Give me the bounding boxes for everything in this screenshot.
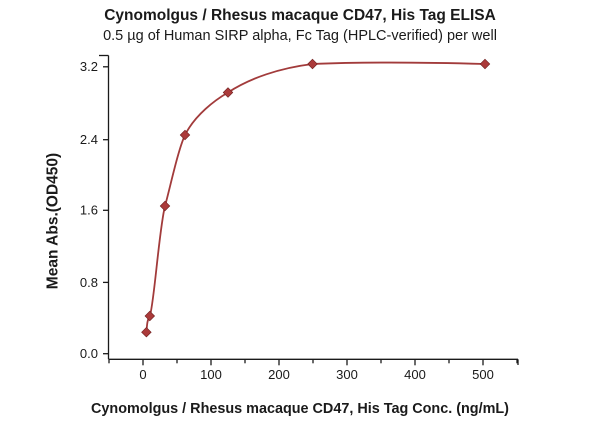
svg-text:0.8: 0.8 (80, 275, 98, 290)
svg-text:400: 400 (404, 367, 426, 382)
svg-text:1.6: 1.6 (80, 203, 98, 218)
svg-text:100: 100 (200, 367, 222, 382)
svg-text:200: 200 (268, 367, 290, 382)
svg-text:0: 0 (139, 367, 146, 382)
svg-text:0.0: 0.0 (80, 346, 98, 361)
svg-text:2.4: 2.4 (80, 132, 98, 147)
svg-text:500: 500 (472, 367, 494, 382)
svg-text:300: 300 (336, 367, 358, 382)
svg-text:3.2: 3.2 (80, 59, 98, 74)
